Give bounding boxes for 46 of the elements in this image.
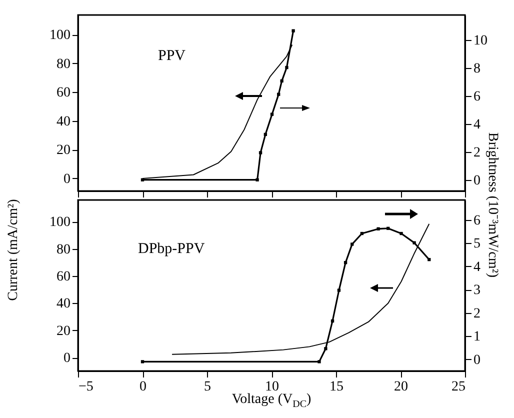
y-tick-label: 100 [50,28,70,44]
point [140,178,144,182]
y2-tick-label: 2 [474,306,480,322]
point [292,29,295,32]
y-tick-label: 0 [64,172,70,187]
x-tick-label: 5 [204,380,211,394]
x-tick-label: 20 [394,380,408,394]
text: DPbp-PPV [138,241,205,257]
y2-tick-label: 6 [474,90,480,105]
y-tick-label: 40 [56,114,70,130]
y-tick-label: 80 [56,242,70,258]
y2-tick-label: 6 [474,213,480,228]
point [280,79,284,83]
y2-tick-label: 3 [474,283,480,298]
point [264,132,268,136]
x-tick-label: 15 [330,380,344,394]
x-tick-label: −5 [78,380,94,394]
y2-tick-label: 0 [474,173,480,188]
y2-tick-label: 4 [474,117,480,132]
point [277,92,280,96]
y-tick-label: 20 [56,143,70,158]
y2-tick-label: 1 [474,330,480,345]
x-axis-title: Voltage (V$_{DC}$) [232,392,312,410]
y2-tick-label: 2 [474,145,480,160]
point [256,178,259,182]
y2-tick-label: 8 [474,62,480,77]
point [270,112,274,116]
y-tick-label: 20 [56,324,70,339]
x-tick-label: 25 [452,380,466,394]
y-tick-label: 60 [56,270,70,285]
point [285,66,288,70]
y2-tick-label: 0 [474,352,480,368]
y2-tick-label: 4 [474,260,480,275]
text: PPV [158,48,186,64]
y2-tick-label: 10 [474,34,488,49]
y-tick-label: 100 [50,215,70,230]
y-axis-title: Current (mA/cm²) [6,199,21,301]
y-tick-label: 80 [56,56,70,72]
point [258,151,262,154]
y-tick-label: 0 [64,351,70,366]
y-tick-label: 60 [56,86,70,101]
y2-tick-label: 5 [474,236,480,252]
y2-axis-title: Brightness (10⁻³mW/cm²) [485,132,500,278]
y-tick-label: 40 [56,296,70,312]
x-tick-label: 0 [140,380,146,394]
x-tick-label: 10 [265,380,279,394]
